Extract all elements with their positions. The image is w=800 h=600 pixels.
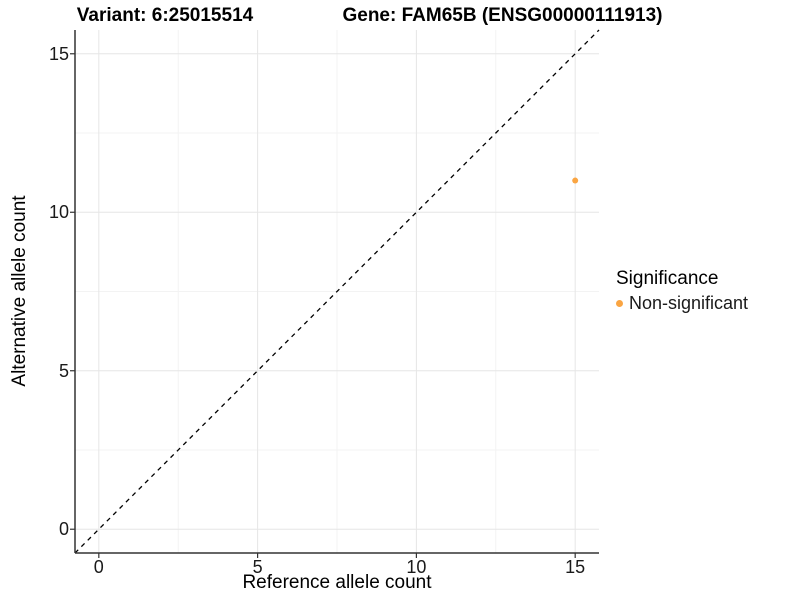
legend: Significance Non-significant xyxy=(616,268,748,314)
plot-area-svg xyxy=(70,29,600,558)
data-point xyxy=(572,177,579,184)
legend-title: Significance xyxy=(616,268,719,289)
legend-item: Non-significant xyxy=(616,293,748,314)
legend-item-label: Non-significant xyxy=(629,293,749,313)
variant-title: Variant: 6:25015514 xyxy=(76,5,254,26)
y-tick-label: 15 xyxy=(48,43,69,64)
y-tick-label: 10 xyxy=(48,202,69,223)
gene-title: Gene: FAM65B (ENSG00000111913) xyxy=(342,5,663,26)
y-tick-label: 5 xyxy=(58,360,69,381)
y-tick-label: 0 xyxy=(58,519,69,540)
x-tick-label: 10 xyxy=(406,557,427,577)
x-tick-label: 15 xyxy=(565,557,586,577)
legend-point-icon xyxy=(616,300,623,307)
x-axis-title: Reference allele count xyxy=(242,572,432,593)
plot-panel xyxy=(70,29,600,558)
y-axis-title: Alternative allele count xyxy=(9,195,30,387)
x-tick-label: 0 xyxy=(93,557,104,577)
x-tick-label: 5 xyxy=(252,557,263,577)
identity-dashed-line xyxy=(74,29,600,554)
